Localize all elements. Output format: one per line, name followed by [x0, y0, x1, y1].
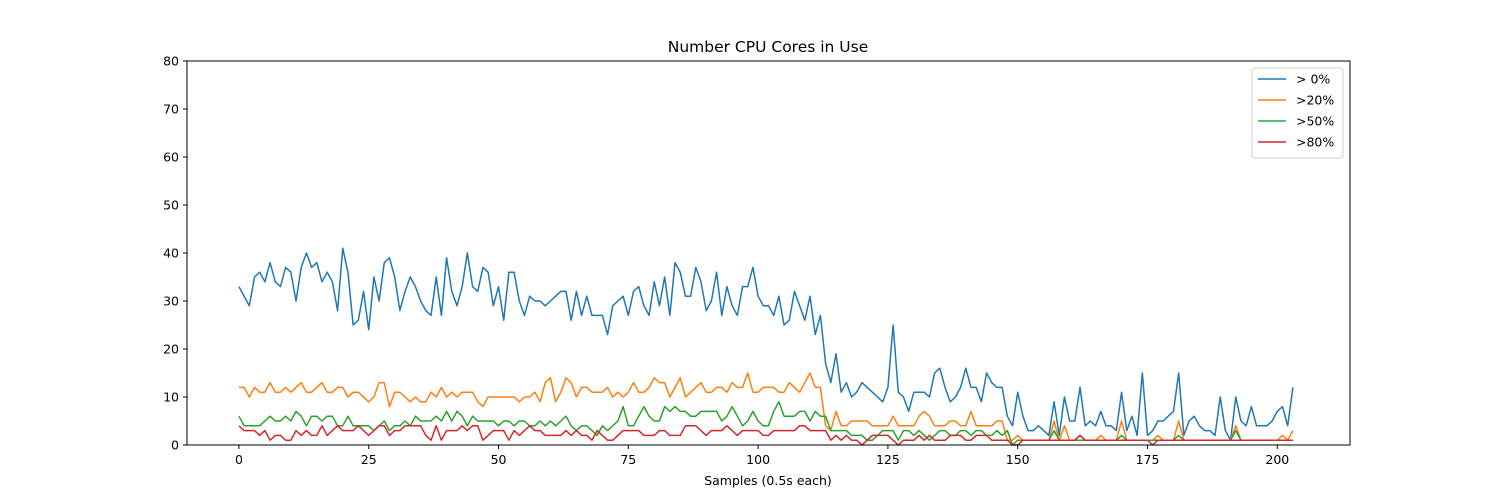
x-axis: 0 25 50 75 100 125 150 175 200 — [235, 445, 1289, 467]
legend-label-gt50pct: >50% — [1296, 114, 1334, 129]
legend-label-gt80pct: >80% — [1296, 135, 1334, 150]
x-tick-label: 125 — [876, 452, 900, 467]
y-tick-label: 80 — [163, 54, 179, 69]
x-tick-label: 0 — [235, 452, 243, 467]
y-axis: 0 10 20 30 40 50 60 70 80 — [163, 54, 187, 453]
y-tick-label: 70 — [163, 102, 179, 117]
x-tick-label: 200 — [1265, 452, 1289, 467]
y-tick-label: 30 — [163, 294, 179, 309]
series-line-gt50pct — [238, 401, 1293, 446]
series-line-gt-0pct — [238, 247, 1294, 441]
y-tick-label: 50 — [163, 198, 179, 213]
series-layer — [238, 247, 1294, 446]
y-tick-label: 10 — [163, 390, 179, 405]
legend-label-gt-0pct: > 0% — [1296, 72, 1330, 87]
legend-label-gt20pct: >20% — [1296, 93, 1334, 108]
x-axis-label: Samples (0.5s each) — [704, 473, 832, 488]
series-line-gt20pct — [238, 372, 1294, 441]
y-tick-label: 60 — [163, 150, 179, 165]
y-tick-label: 0 — [171, 438, 179, 453]
y-tick-label: 40 — [163, 246, 179, 261]
y-tick-label: 20 — [163, 342, 179, 357]
x-tick-label: 150 — [1006, 452, 1030, 467]
x-tick-label: 100 — [746, 452, 770, 467]
legend: > 0% >20% >50% >80% — [1251, 67, 1344, 159]
chart-title: Number CPU Cores in Use — [668, 38, 869, 56]
series-line-gt80pct — [238, 425, 1293, 446]
x-tick-label: 25 — [361, 452, 377, 467]
x-tick-label: 50 — [491, 452, 507, 467]
x-tick-label: 75 — [620, 452, 636, 467]
legend-box — [1251, 67, 1344, 159]
x-tick-label: 175 — [1136, 452, 1160, 467]
